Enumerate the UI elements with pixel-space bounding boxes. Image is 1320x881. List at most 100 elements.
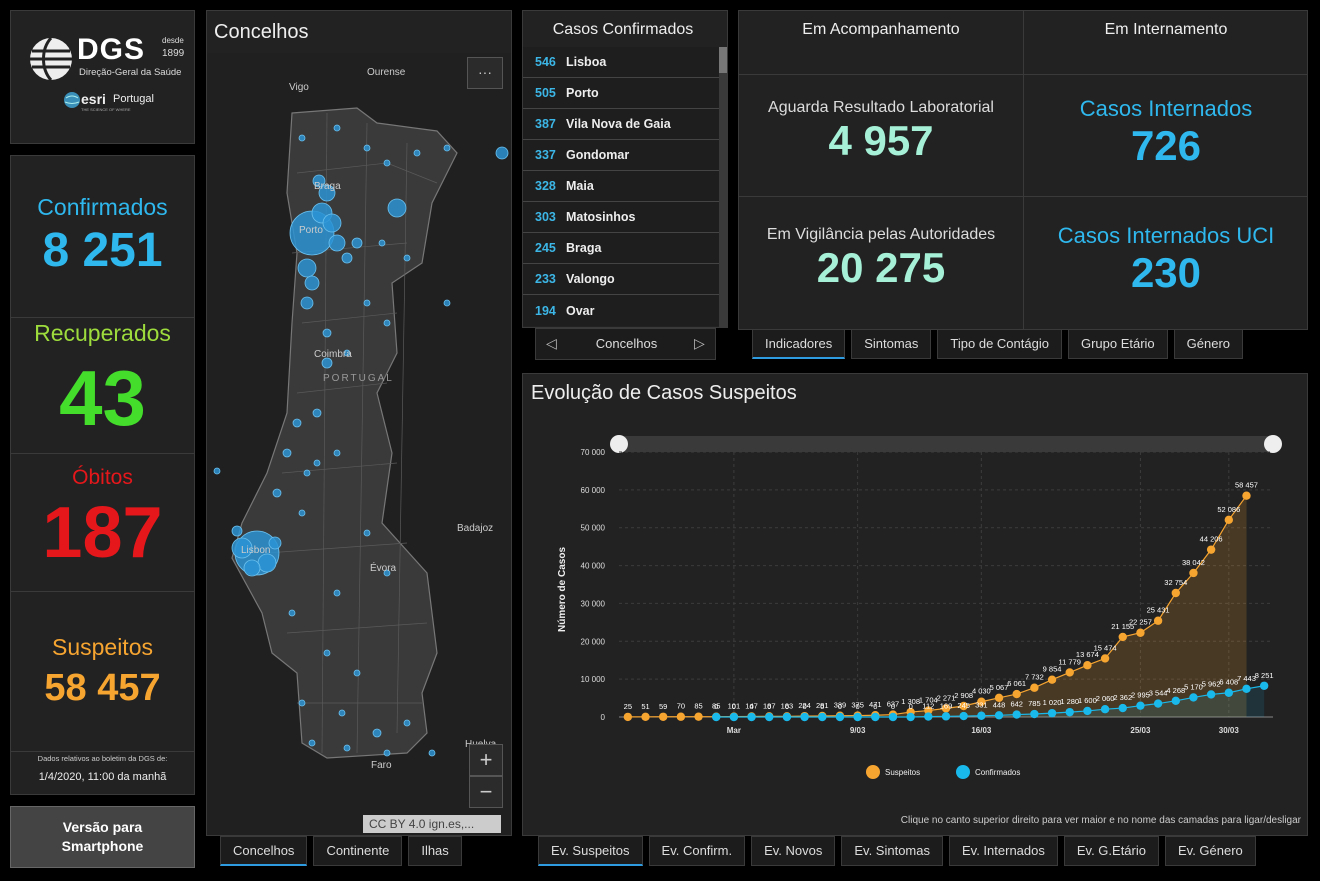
tab-ilhas[interactable]: Ilhas [408,836,462,866]
list-item[interactable]: 337 Gondomar [523,140,719,171]
suspects-chart[interactable]: 0 10 000 20 000 30 000 40 000 50 000 60 000 70 … [523,394,1307,834]
y-tick-label: 40 000 [581,562,606,571]
cases-list-scrollbar[interactable] [719,47,727,327]
legend-marker[interactable] [956,765,970,779]
data-label: 2 995 [1131,691,1150,700]
legend-label[interactable]: Confirmados [975,768,1020,777]
data-label: 25 431 [1147,606,1170,615]
data-point [1242,491,1251,500]
stats-panel: Confirmados 8 251 Recuperados 43 Óbitos … [10,155,195,795]
data-label: 0 [820,702,824,711]
smartphone-version-button[interactable]: Versão para Smartphone [10,806,195,868]
data-point [1030,709,1039,719]
data-label: 2 362 [1113,693,1132,702]
chart-tabs: Ev. Suspeitos Ev. Confirm. Ev. Novos Ev.… [538,836,1256,866]
tab-indicadores[interactable]: Indicadores [752,329,846,359]
suspects-card: Suspeitos 58 457 [11,592,194,752]
tab-ev-novos[interactable]: Ev. Novos [751,836,836,866]
list-item[interactable]: 303 Matosinhos [523,202,719,233]
data-point [1100,705,1110,714]
y-tick-label: 60 000 [581,486,606,495]
tab-concelhos[interactable]: Concelhos [220,836,308,866]
data-point [1083,706,1092,716]
tab-ev-getario[interactable]: Ev. G.Etário [1063,836,1159,866]
list-item[interactable]: 546 Lisboa [523,47,719,78]
list-item[interactable]: 505 Porto [523,78,719,109]
map-label-badajoz: Badajoz [457,523,494,534]
next-arrow-icon[interactable]: ▷ [694,335,705,351]
data-point [1083,661,1092,670]
scrollbar-thumb[interactable] [719,47,727,73]
data-point [623,712,633,722]
tab-tipo-contagio[interactable]: Tipo de Contágio [937,329,1062,359]
tab-continente[interactable]: Continente [313,836,403,866]
legend-label[interactable]: Suspeitos [885,768,920,777]
suspects-label: Suspeitos [51,634,153,660]
portugal-shape [231,107,458,759]
data-label: 59 [659,702,667,711]
data-label: 0 [714,702,718,711]
range-handle-end[interactable] [1264,435,1282,453]
data-label: 471 [869,700,882,709]
logo-subtitle: Direção-Geral da Saúde [79,67,182,78]
map-svg [207,53,511,835]
data-point [1012,710,1021,719]
list-item[interactable]: 245 Braga [523,233,719,264]
y-tick-label: 0 [601,713,606,722]
deaths-label: Óbitos [72,466,133,489]
list-item[interactable]: 233 Valongo [523,264,719,295]
list-item[interactable]: 387 Vila Nova de Gaia [523,109,719,140]
list-item[interactable]: 194 Ovar [523,295,719,326]
cases-list: 546 Lisboa 505 Porto 387 Vila Nova de Gaia … [523,47,719,326]
data-label: 25 [624,702,632,711]
awaiting-label: Aguarda Resultado Laboratorial [768,99,994,116]
tab-ev-sintomas[interactable]: Ev. Sintomas [841,836,943,866]
map-attribution[interactable]: CC BY 4.0 ign.es,... [363,815,501,833]
icu-kpi: Casos Internados UCI 230 [1024,223,1308,297]
data-point [1065,668,1074,677]
map-menu-button[interactable]: ··· [467,57,503,89]
x-tick-label: 30/03 [1219,726,1240,735]
data-point [1153,616,1163,625]
data-label: 1 600 [1078,696,1097,705]
data-label: 637 [887,700,900,709]
smartphone-version-label: Versão para Smartphone [61,819,144,854]
icu-value: 230 [1130,249,1202,296]
legend-marker[interactable] [866,765,880,779]
list-item[interactable]: 328 Maia [523,171,719,202]
data-label: 21 155 [1111,622,1134,631]
tab-ev-confirm[interactable]: Ev. Confirm. [648,836,746,866]
zoom-in-button[interactable]: + [469,744,503,776]
tab-genero[interactable]: Género [1173,329,1244,359]
confirmed-label: Confirmados [37,194,168,220]
tab-sintomas[interactable]: Sintomas [851,329,932,359]
tab-ev-internados[interactable]: Ev. Internados [949,836,1058,866]
data-point [994,711,1004,720]
tab-ev-genero[interactable]: Ev. Género [1165,836,1256,866]
tab-grupo-etario[interactable]: Grupo Etário [1067,329,1168,359]
data-point [694,712,703,721]
tab-ev-suspeitos[interactable]: Ev. Suspeitos [538,836,643,866]
hospital-value: 726 [1130,122,1202,169]
data-point [1224,515,1234,525]
data-label: 183 [781,701,794,710]
data-label: 1 704 [919,696,938,705]
prev-arrow-icon[interactable]: ◁ [546,335,557,351]
data-label: 9 854 [1043,665,1062,674]
minus-icon: − [479,779,493,804]
data-label: 58 457 [1235,481,1258,490]
range-handle-start[interactable] [610,435,628,453]
data-label: 6 408 [1219,678,1238,687]
map-canvas[interactable]: Ourense Vigo Braga Porto Coimbra PORTUGA… [207,53,511,835]
data-label: 4 268 [1166,686,1185,695]
map-label-faro: Faro [371,760,392,771]
data-label: 0 [856,702,860,711]
awaiting-kpi: Aguarda Resultado Laboratorial 4 957 [739,99,1023,165]
esri-tagline: THE SCIENCE OF WHERE [81,107,131,112]
data-label: 147 [745,701,758,710]
data-point [1065,707,1074,717]
esri-logo: esri Portugal THE SCIENCE OF WHERE [63,91,173,115]
zoom-out-button[interactable]: − [469,776,503,808]
data-label: 5 067 [990,683,1009,692]
data-point [906,712,915,722]
